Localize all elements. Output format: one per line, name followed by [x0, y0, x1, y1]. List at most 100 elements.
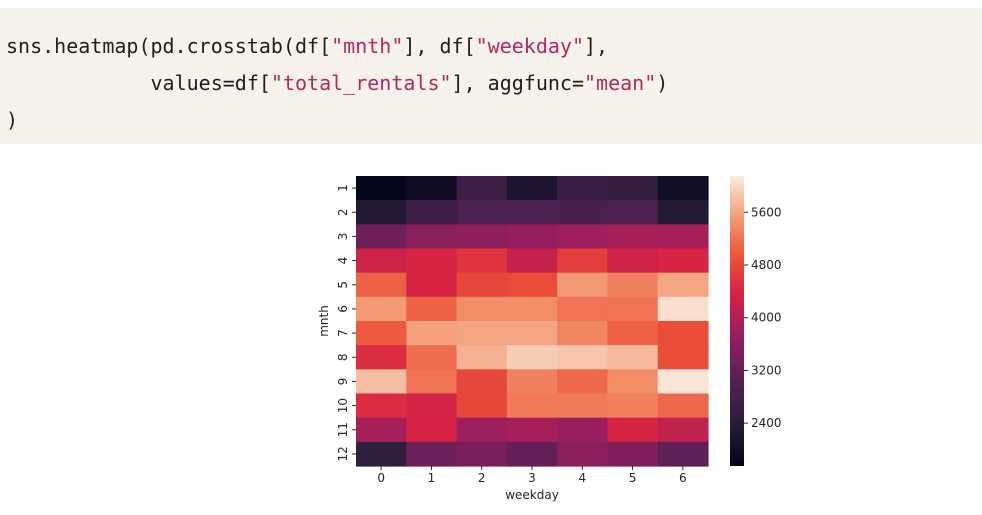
code-line-2-mid: ], aggfunc=	[451, 71, 584, 95]
heatmap-cell	[456, 296, 508, 322]
heatmap-cell	[657, 296, 709, 322]
heatmap-cell	[506, 417, 558, 443]
heatmap-cell	[607, 393, 659, 419]
code-string-total-rentals: "total_rentals"	[270, 71, 452, 95]
heatmap-cell	[506, 345, 558, 370]
heatmap-cell	[456, 345, 508, 370]
y-tick-label: 5	[336, 281, 350, 289]
heatmap-cells	[356, 176, 709, 467]
y-tick-label: 8	[336, 353, 350, 361]
heatmap-cell	[356, 321, 407, 346]
y-tick-label: 11	[336, 422, 350, 437]
heatmap-cell	[456, 441, 508, 467]
code-line-2-prefix: values=df[	[6, 71, 271, 95]
heatmap-cell	[506, 393, 558, 419]
x-tick-label: 3	[528, 471, 536, 485]
heatmap-cell	[607, 441, 659, 467]
code-string-weekday: "weekday"	[475, 34, 584, 58]
heatmap-cell	[506, 321, 558, 346]
heatmap-cell	[406, 200, 458, 225]
heatmap-cell	[607, 200, 659, 225]
heatmap-cell	[356, 272, 407, 298]
colorbar-gradient	[730, 176, 744, 466]
heatmap-cell	[607, 248, 659, 274]
heatmap-cell	[406, 272, 458, 298]
heatmap-cell	[607, 417, 659, 443]
heatmap-cell	[557, 248, 609, 274]
x-axis-label: weekday	[505, 488, 559, 502]
code-string-mean: "mean"	[583, 71, 657, 95]
heatmap-cell	[456, 393, 508, 419]
heatmap-cell	[506, 248, 558, 274]
y-tick-label: 4	[336, 257, 350, 265]
heatmap-cell	[557, 417, 609, 443]
colorbar-tick-label: 4800	[751, 258, 782, 272]
colorbar-tick-label: 3200	[751, 363, 782, 377]
colorbar-tick-label: 2400	[751, 416, 782, 430]
code-line-2-suffix: )	[656, 71, 669, 95]
heatmap-cell	[506, 200, 558, 225]
heatmap-cell	[506, 441, 558, 467]
heatmap-cell	[456, 176, 508, 201]
code-line-1-suffix: ],	[583, 34, 609, 58]
heatmap-cell	[557, 369, 609, 395]
y-tick-label: 10	[336, 398, 350, 413]
heatmap-cell	[456, 272, 508, 298]
heatmap-cell	[607, 176, 659, 201]
heatmap-cell	[406, 345, 458, 370]
heatmap-cell	[657, 200, 709, 225]
heatmap-cell	[657, 393, 709, 419]
y-tick-label: 12	[336, 446, 350, 461]
heatmap-cell	[607, 321, 659, 346]
heatmap-cell	[506, 224, 558, 250]
y-tick-label: 7	[336, 329, 350, 337]
heatmap-cell	[456, 321, 508, 346]
heatmap-cell	[506, 369, 558, 395]
colorbar: 2400 3200 4000 4800 5600	[730, 176, 782, 466]
heatmap-cell	[506, 176, 558, 201]
x-tick-label: 1	[428, 471, 436, 485]
code-line-3: )	[6, 108, 18, 132]
heatmap-cell	[557, 345, 609, 370]
heatmap-cell	[406, 224, 458, 250]
heatmap-cell	[557, 200, 609, 225]
heatmap-cell	[657, 248, 709, 274]
heatmap-cell	[406, 441, 458, 467]
x-tick-label: 4	[578, 471, 586, 485]
heatmap-cell	[607, 345, 659, 370]
heatmap-cell	[607, 272, 659, 298]
x-tick-label: 2	[478, 471, 486, 485]
heatmap-cell	[557, 441, 609, 467]
heatmap-cell	[406, 296, 458, 322]
heatmap-cell	[406, 393, 458, 419]
heatmap-cell	[356, 296, 407, 322]
heatmap-cell	[406, 321, 458, 346]
code-line-1-mid: ], df[	[403, 34, 476, 58]
colorbar-tick-label: 5600	[751, 205, 782, 219]
heatmap-cell	[657, 441, 709, 467]
x-axis: 0 1 2 3 4 5 6 weekday	[377, 466, 687, 502]
heatmap-cell	[657, 321, 709, 346]
heatmap-cell	[356, 441, 407, 467]
y-tick-label: 1	[336, 184, 350, 192]
code-line-1-prefix: sns.heatmap(pd.crosstab(df[	[6, 34, 332, 58]
heatmap-cell	[557, 224, 609, 250]
heatmap-cell	[356, 345, 407, 370]
heatmap-cell	[557, 393, 609, 419]
x-tick-label: 6	[679, 471, 687, 485]
x-tick-label: 5	[629, 471, 637, 485]
code-block: sns.heatmap(pd.crosstab(df["mnth"], df["…	[0, 8, 982, 144]
heatmap-cell	[356, 200, 407, 225]
heatmap-cell	[356, 176, 407, 201]
heatmap-cell	[356, 224, 407, 250]
heatmap-cell	[356, 417, 407, 443]
colorbar-tick-label: 4000	[751, 311, 782, 325]
heatmap-cell	[456, 248, 508, 274]
code-string-mnth: "mnth"	[331, 34, 404, 58]
heatmap-cell	[557, 176, 609, 201]
heatmap-cell	[506, 272, 558, 298]
heatmap-cell	[406, 417, 458, 443]
heatmap-cell	[456, 369, 508, 395]
x-tick-label: 0	[377, 471, 385, 485]
